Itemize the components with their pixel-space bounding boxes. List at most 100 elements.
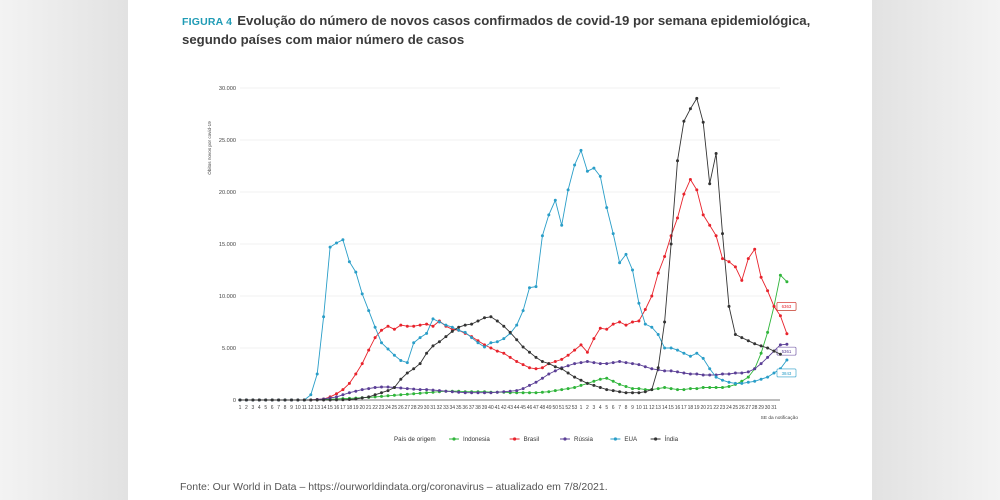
chart-grid <box>240 87 780 401</box>
data-point <box>528 286 531 290</box>
data-point <box>688 178 692 181</box>
data-point <box>708 223 712 227</box>
data-point <box>547 372 551 376</box>
data-point <box>669 369 673 373</box>
y-tick-label: 0 <box>233 398 236 404</box>
legend-item-eua: EUA <box>610 436 638 443</box>
data-point <box>592 361 596 365</box>
data-point <box>508 355 512 359</box>
data-point <box>386 324 390 328</box>
data-point <box>669 387 673 391</box>
data-point <box>457 390 461 394</box>
data-point <box>579 378 583 382</box>
x-tick-label: 16 <box>675 405 681 411</box>
end-label-box <box>776 302 797 311</box>
data-point <box>746 339 750 343</box>
data-point <box>380 341 383 345</box>
data-point <box>611 232 615 236</box>
data-point <box>502 337 506 341</box>
x-tick-label: 31 <box>771 405 777 411</box>
data-point <box>521 309 525 313</box>
data-point <box>560 367 564 371</box>
data-point <box>772 349 776 353</box>
data-point <box>418 336 422 340</box>
data-point <box>585 360 589 363</box>
data-point <box>624 385 628 388</box>
data-point <box>315 398 319 402</box>
data-point <box>701 386 705 389</box>
data-point <box>682 192 686 196</box>
data-point <box>515 391 519 395</box>
data-point <box>425 351 429 355</box>
data-point <box>412 387 416 391</box>
data-point <box>740 381 744 385</box>
data-point <box>392 327 396 331</box>
data-point <box>386 347 390 351</box>
data-point <box>553 198 557 202</box>
data-point <box>643 322 647 326</box>
data-point <box>341 238 345 242</box>
data-point <box>373 393 377 397</box>
data-point <box>508 330 512 334</box>
x-tick-label: 32 <box>437 405 443 411</box>
data-point <box>547 362 551 366</box>
x-tick-label: 15 <box>327 405 333 411</box>
data-point <box>624 361 628 365</box>
data-point <box>463 323 467 327</box>
x-tick-label: 14 <box>321 405 327 411</box>
x-tick-label: 18 <box>347 405 353 411</box>
data-point <box>701 356 705 360</box>
data-point <box>721 372 724 376</box>
data-point <box>618 390 622 394</box>
data-point <box>695 351 699 355</box>
data-point <box>392 353 396 357</box>
data-point <box>463 330 467 334</box>
data-point <box>624 391 628 395</box>
data-point <box>450 390 454 394</box>
data-point <box>753 367 757 371</box>
data-point <box>367 348 371 352</box>
data-point <box>714 234 718 238</box>
data-point <box>328 398 332 402</box>
data-point <box>528 391 531 395</box>
data-point <box>727 380 731 384</box>
data-point <box>573 348 577 352</box>
data-point <box>579 343 583 347</box>
data-point <box>367 395 371 399</box>
right-backdrop <box>872 0 1000 500</box>
data-point <box>624 252 628 256</box>
data-point <box>328 396 332 400</box>
data-point <box>759 351 763 355</box>
data-point <box>746 375 750 379</box>
data-point <box>515 360 519 363</box>
data-point <box>495 349 499 353</box>
data-point <box>727 260 731 264</box>
data-point <box>637 363 641 367</box>
data-point <box>631 391 634 395</box>
data-point <box>733 333 737 336</box>
data-point <box>418 388 422 392</box>
data-point <box>405 324 409 328</box>
data-point <box>367 387 371 391</box>
x-tick-label: 3 <box>592 405 595 411</box>
data-point <box>740 371 744 375</box>
data-point <box>418 323 422 327</box>
data-point <box>669 346 673 350</box>
data-point <box>367 309 371 313</box>
data-point <box>733 381 737 385</box>
data-point <box>746 380 750 384</box>
data-point <box>566 364 570 368</box>
data-point <box>425 391 429 395</box>
x-tick-label: 2 <box>586 405 589 411</box>
x-tick-label: 24 <box>385 405 391 411</box>
data-point <box>733 371 737 375</box>
x-tick-label: 44 <box>514 405 520 411</box>
x-tick-label: 31 <box>430 405 436 411</box>
data-point <box>470 391 474 395</box>
data-point <box>643 390 647 394</box>
data-point <box>708 182 712 186</box>
data-point <box>766 346 770 350</box>
x-tick-label: 22 <box>713 405 719 411</box>
data-point <box>322 398 326 402</box>
